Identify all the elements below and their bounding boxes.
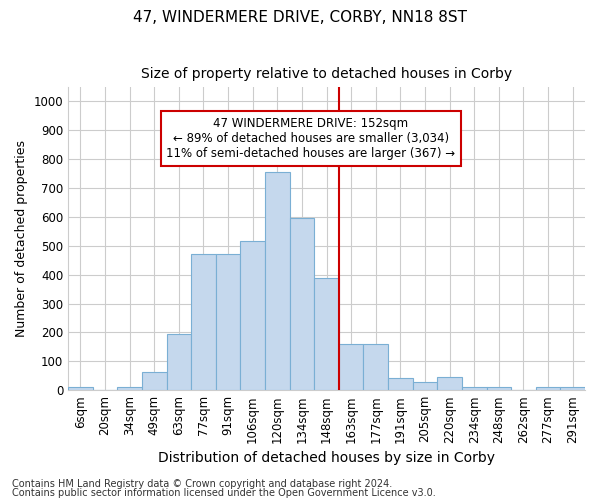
Bar <box>142 372 167 390</box>
Title: Size of property relative to detached houses in Corby: Size of property relative to detached ho… <box>141 68 512 82</box>
Bar <box>560 388 585 390</box>
Bar <box>536 388 560 390</box>
Bar <box>290 218 314 390</box>
X-axis label: Distribution of detached houses by size in Corby: Distribution of detached houses by size … <box>158 451 495 465</box>
Bar <box>191 254 216 390</box>
Bar <box>462 388 487 390</box>
Bar <box>364 344 388 390</box>
Bar <box>437 378 462 390</box>
Bar <box>167 334 191 390</box>
Bar <box>241 240 265 390</box>
Bar <box>388 378 413 390</box>
Bar <box>265 172 290 390</box>
Y-axis label: Number of detached properties: Number of detached properties <box>15 140 28 337</box>
Text: 47, WINDERMERE DRIVE, CORBY, NN18 8ST: 47, WINDERMERE DRIVE, CORBY, NN18 8ST <box>133 10 467 25</box>
Bar <box>314 278 339 390</box>
Text: Contains HM Land Registry data © Crown copyright and database right 2024.: Contains HM Land Registry data © Crown c… <box>12 479 392 489</box>
Bar <box>117 386 142 390</box>
Bar <box>413 382 437 390</box>
Text: Contains public sector information licensed under the Open Government Licence v3: Contains public sector information licen… <box>12 488 436 498</box>
Bar <box>216 254 241 390</box>
Bar <box>487 388 511 390</box>
Bar <box>68 386 92 390</box>
Text: 47 WINDERMERE DRIVE: 152sqm
← 89% of detached houses are smaller (3,034)
11% of : 47 WINDERMERE DRIVE: 152sqm ← 89% of det… <box>166 117 455 160</box>
Bar <box>339 344 364 390</box>
